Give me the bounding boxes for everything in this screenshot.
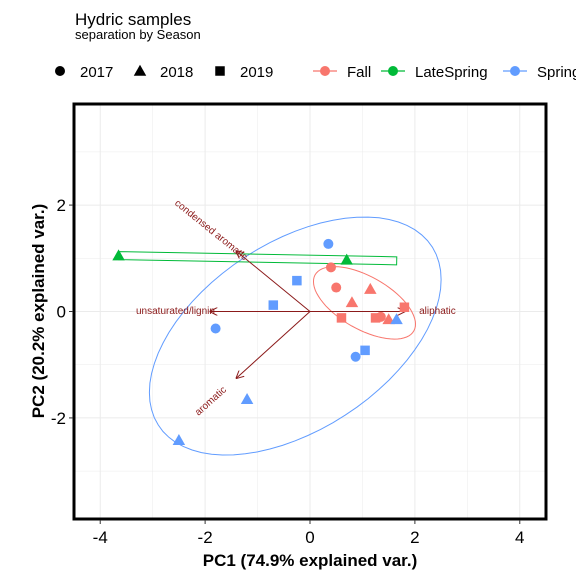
point-fall bbox=[364, 282, 377, 294]
chart-title: Hydric samples bbox=[75, 10, 191, 29]
point-fall bbox=[399, 302, 410, 312]
legend-shape-2017 bbox=[55, 66, 65, 76]
x-tick-label: 0 bbox=[305, 528, 314, 547]
point-spring bbox=[350, 351, 361, 362]
ellipse-fall bbox=[312, 266, 417, 340]
point-fall bbox=[325, 262, 336, 273]
point-fall bbox=[370, 313, 381, 323]
point-spring bbox=[323, 238, 334, 249]
legend-label: Fall bbox=[347, 64, 371, 81]
point-spring bbox=[172, 434, 186, 445]
loading-arrow bbox=[237, 311, 311, 379]
point-fall bbox=[345, 296, 359, 308]
point-fall bbox=[336, 313, 347, 323]
point-spring bbox=[360, 345, 370, 356]
y-axis-title: PC2 (20.2% explained var.) bbox=[29, 204, 48, 419]
axes: -4 -2 0 2 4 -2 0 2 bbox=[51, 196, 525, 547]
x-axis-title: PC1 (74.9% explained var.) bbox=[203, 551, 418, 570]
legend-key-fall bbox=[320, 66, 330, 76]
x-tick-label: 4 bbox=[515, 528, 524, 547]
x-tick-label: -2 bbox=[198, 528, 213, 547]
point-spring bbox=[240, 393, 254, 404]
y-tick-label: -2 bbox=[51, 409, 66, 428]
loading-label: unsaturated/lignin bbox=[136, 306, 215, 317]
legend-shape-2018 bbox=[133, 64, 147, 76]
point-fall bbox=[382, 313, 395, 325]
point-spring bbox=[210, 323, 221, 334]
legend-label: 2018 bbox=[160, 64, 193, 81]
chart-subtitle: separation by Season bbox=[75, 27, 201, 42]
loading-arrow bbox=[237, 251, 311, 312]
legend-label: LateSpring bbox=[415, 64, 488, 81]
point-latespring bbox=[340, 253, 353, 265]
legend: 2017 2018 2019 Fall LateSpring Spring bbox=[55, 64, 576, 81]
point-fall bbox=[331, 282, 342, 293]
y-tick-label: 2 bbox=[57, 196, 66, 215]
point-latespring bbox=[112, 249, 125, 261]
point-spring bbox=[268, 300, 279, 310]
x-tick-label: 2 bbox=[410, 528, 419, 547]
legend-label: 2017 bbox=[80, 64, 113, 81]
point-spring bbox=[292, 275, 302, 286]
legend-shape-2019 bbox=[215, 66, 225, 76]
loading-label: aliphatic bbox=[419, 306, 456, 317]
legend-label: Spring bbox=[537, 64, 576, 81]
legend-label: 2019 bbox=[240, 64, 273, 81]
legend-key-spring bbox=[510, 66, 520, 76]
plot-border bbox=[72, 102, 548, 521]
ellipse-spring bbox=[148, 216, 442, 456]
y-tick-label: 0 bbox=[57, 303, 66, 322]
point-spring bbox=[390, 313, 403, 325]
legend-key-latespring bbox=[388, 66, 398, 76]
confidence-ellipses bbox=[148, 216, 442, 456]
x-tick-label: -4 bbox=[93, 528, 108, 547]
data-points bbox=[112, 238, 410, 445]
